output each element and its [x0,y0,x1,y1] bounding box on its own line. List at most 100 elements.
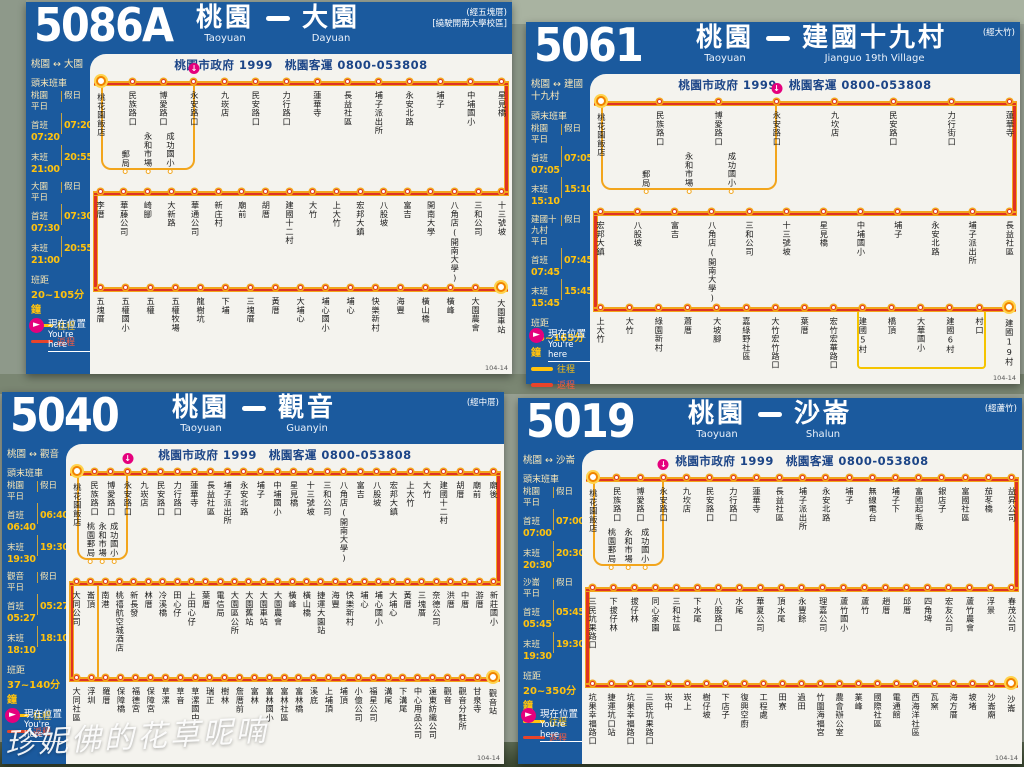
first-bus-weekday-time: 05:27 [7,613,36,625]
stop-label: 龍樹坑 [195,297,206,324]
stop-dot [162,675,168,680]
stop-dot [147,285,153,290]
first-bus-right: 07:45 [561,247,593,269]
first-bus-weekday-time: 05:45 [523,619,552,631]
route-line [94,81,508,86]
stop-dot [168,189,174,194]
legend-return: 返程 [523,731,580,744]
route-stop: 橫峰 [446,281,456,334]
stop-dot [275,579,281,584]
first-bus-label: 首班 [31,212,49,223]
first-bus-left: 首班 07:45 [531,256,560,279]
stops-row: 坑果幸福路口 捷運坑口站 坑果幸福路口 三民坑果路口 崁中 崁上 樹仔坡 下店子 復興空廚 工程處… [588,677,1016,745]
route-stop: 富吉 [402,185,413,283]
stop-label: 富國起毛廠 [914,487,925,531]
stop-dot [215,189,221,194]
stop-label: 蓮華寺 [751,487,762,514]
schedule-head-left: 桃園 平日 [531,124,560,146]
route-row: 大同社區 浮圳 羅厝 保障橋 福德宮 保障宮 草漯 草音 草漯國中 瑞正 樹林 詹厝前 富林 富林國小 富林… [68,671,502,757]
route-stop: 八股坡 [633,205,643,303]
detour-stop-dot [99,559,105,564]
stop-label: 草漯 [160,687,171,705]
u-turn-marker-icon: ↓ [771,83,783,94]
stop-label: 無線電台 [867,487,878,522]
stop-dot [743,305,749,310]
route-stop: 三和公司 [322,465,333,563]
stop-label: 福德宮 [130,687,141,714]
stop-label: 四角埤 [923,597,934,624]
route-stop: 田心仔 [172,575,182,652]
last-bus-weekday-time: 15:45 [531,298,560,310]
route-stop: 大園農會 [273,575,283,652]
stop-dot [251,675,257,680]
stop-label: 埔子派出所 [797,487,808,531]
stop-dot [627,681,633,686]
stop-label: 竹圍海福宮 [815,693,826,737]
holiday-label: 假日 [37,481,64,493]
stop-label: 富吉 [402,201,413,219]
stop-dot [672,209,678,214]
headway-value: 20~350分鐘 [523,686,577,713]
last-bus-weekday-time: 20:30 [523,559,552,571]
route-stop: 五權 [146,281,156,334]
route-stop: 三和社區 [671,581,682,649]
stop-label: 益昇公司 [1006,487,1017,522]
stop-dot [281,675,287,680]
stop-dot [428,189,434,194]
stop-dot [969,209,975,214]
stop-label: 崁上 [682,693,693,711]
stop-label: 永安路口 [122,481,133,516]
stop-dot [715,585,721,590]
panel-body: 桃園 ↔ 建國十九村 頭末班車 桃園 平日 假日 首班 07:05 07:05 末班 15:1… [526,74,1020,391]
route-stop: 長益社區 [1005,205,1015,303]
stop-dot [376,79,382,84]
route-stop: 下埔 [221,281,231,334]
stop-dot [904,585,910,590]
stop-label: 三和社區 [671,597,682,632]
stop-label: 埔子派出所 [222,481,233,525]
detour-stop: 桃園郵局 [607,528,617,570]
stops-row: 桃花園飯店 民族路口 博愛路口 ↓ 永安路口 九崁店 民安路口 力行路口 蓮華寺 長益社區 埔子派出… [96,63,507,137]
holiday-label: 假日 [37,572,64,584]
schedule-place: 沙崙 [523,578,541,589]
stop-label: 八角店(開南大學) [449,201,460,283]
last-bus-left: 末班 21:00 [31,244,60,267]
here-text-en: You're here [548,340,590,362]
route-stop: 永安北路 [405,75,415,137]
stops-row: 大同公司 崙頂 南港 桃禧航空城酒店 新長發 林厝 冷溪橋 田心仔 上田心仔 葉厝 電信局 大園區公所… [72,575,499,652]
route-stop: 長益社區 [775,471,785,533]
stop-dot [939,475,945,480]
first-bus-label: 首班 [523,517,541,528]
stop-label: 捷運坑口站 [606,693,617,737]
detour-stop: 永和市場 [684,152,694,194]
route-stop: 林厝 [143,575,154,652]
route-stop: 博愛路口 [159,75,169,137]
stop-label: 小億公司 [353,687,364,722]
here-arrow-icon: ► [29,318,44,333]
route-stop: 坑果幸福路口 [588,677,598,745]
stop-label: 三和公司 [322,481,333,516]
stop-dot [862,585,868,590]
here-text-zh: 現在位置 [48,319,87,330]
route-stop: 永安北路 [930,205,940,303]
detour-stop-dot [625,565,631,570]
schedule-blocks: 桃園 平日 假日 首班 07:20 07:20 末班 21:00 20:55 大園 平日 假日 首班 07… [31,91,93,267]
stop-dot [462,579,468,584]
stop-label: 蕭厝 [683,317,694,335]
stop-dot [472,285,478,290]
route-stop: 廟前 [237,185,247,283]
stop-label: 嘉綠野社區 [741,317,752,361]
origin-name: 桃園 Taoyuan [688,401,746,440]
last-bus-left: 末班 19:30 [523,640,552,663]
route-stop: 廟後 [489,465,499,563]
route-stop: 五權國小 [121,281,131,334]
route-stop: 南港 [100,575,110,652]
stop-label: 大園區公所 [229,591,240,635]
headway-value: 75~165分鐘 [531,333,585,360]
stop-dot [381,189,387,194]
stop-label: 林厝 [143,591,154,609]
route-stop: 八角店(開南大學) [339,465,349,563]
holiday-label: 假日 [553,578,580,590]
stop-dot [444,675,450,680]
stop-label: 海豐 [395,297,406,315]
